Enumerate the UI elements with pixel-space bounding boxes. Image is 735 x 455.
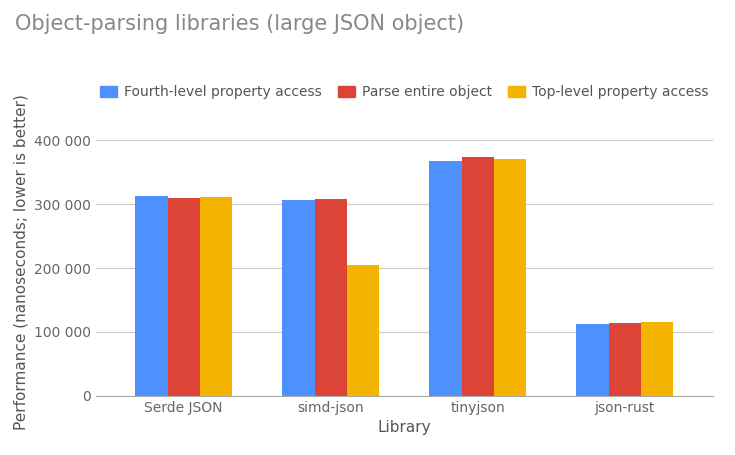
Bar xyxy=(282,200,315,396)
X-axis label: Library: Library xyxy=(378,420,431,435)
Bar xyxy=(429,161,462,396)
Bar xyxy=(576,324,609,396)
Bar xyxy=(347,265,379,396)
Bar xyxy=(609,323,641,396)
Bar xyxy=(494,159,526,396)
Bar xyxy=(641,322,673,396)
Bar xyxy=(315,199,347,396)
Legend: Fourth-level property access, Parse entire object, Top-level property access: Fourth-level property access, Parse enti… xyxy=(94,80,714,105)
Bar xyxy=(200,197,232,396)
Text: Object-parsing libraries (large JSON object): Object-parsing libraries (large JSON obj… xyxy=(15,14,464,34)
Y-axis label: Performance (nanoseconds; lower is better): Performance (nanoseconds; lower is bette… xyxy=(13,94,28,430)
Bar xyxy=(168,198,200,396)
Bar xyxy=(462,157,494,396)
Bar xyxy=(135,197,168,396)
